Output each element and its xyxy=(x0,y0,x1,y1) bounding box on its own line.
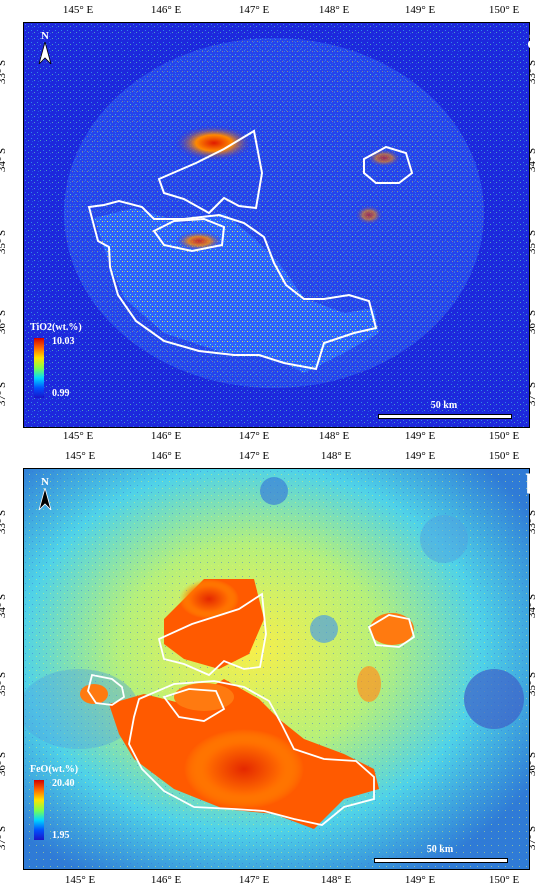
lon-tick-top: 149° E xyxy=(404,4,436,16)
lat-tick-left: 37° S xyxy=(0,382,9,407)
panel-letter-b: b xyxy=(525,468,542,501)
lon-tick-bottom: 149° E xyxy=(404,430,436,442)
lat-tick-left: 37° S xyxy=(0,826,9,851)
legend-min-value: 0.99 xyxy=(52,388,70,399)
north-arrow: N xyxy=(33,30,57,69)
lat-tick-left: 34° S xyxy=(0,594,9,619)
north-arrow-icon xyxy=(38,486,52,512)
lon-tick-top: 145° E xyxy=(64,450,96,462)
north-label: N xyxy=(41,30,49,42)
panel-letter-a: a xyxy=(527,22,542,55)
scale-bar-label: 50 km xyxy=(430,400,458,411)
legend-title: FeO(wt.%) xyxy=(30,764,79,775)
lon-tick-top: 148° E xyxy=(320,450,352,462)
feo-map-canvas xyxy=(23,468,530,870)
lon-tick-top: 150° E xyxy=(488,450,520,462)
feo-legend: FeO(wt.%) 20.40 1.95 xyxy=(30,764,79,841)
mare-boundary xyxy=(87,592,416,826)
lon-tick-top: 147° E xyxy=(238,450,270,462)
lon-tick-top: 146° E xyxy=(150,450,182,462)
tio2-raster xyxy=(24,23,529,427)
lon-tick-bottom: 147° E xyxy=(238,430,270,442)
lon-tick-bottom: 147° E xyxy=(238,874,270,886)
panel-a-tio2-map: 145° E 146° E 147° E 148° E 149° E 150° … xyxy=(0,4,542,442)
lat-tick-left: 33° S xyxy=(0,60,9,85)
legend-min-value: 1.95 xyxy=(52,830,70,841)
north-label: N xyxy=(41,476,49,488)
mare-boundary xyxy=(87,129,414,371)
legend-max-value: 10.03 xyxy=(52,336,75,347)
lat-tick-left: 36° S xyxy=(0,752,9,777)
lat-tick-left: 36° S xyxy=(0,310,9,335)
lon-tick-bottom: 145° E xyxy=(64,874,96,886)
lat-tick-left: 35° S xyxy=(0,230,9,255)
lon-tick-bottom: 146° E xyxy=(150,874,182,886)
scale-bar-line xyxy=(374,858,508,863)
lon-tick-bottom: 148° E xyxy=(320,874,352,886)
north-arrow-icon xyxy=(38,40,52,66)
lon-tick-bottom: 145° E xyxy=(62,430,94,442)
legend-color-ramp xyxy=(34,780,44,840)
lat-tick-left: 35° S xyxy=(0,672,9,697)
legend-color-ramp xyxy=(34,338,44,398)
lon-tick-top: 147° E xyxy=(238,4,270,16)
lat-tick-left: 34° S xyxy=(0,148,9,173)
tio2-legend: TiO2(wt.%) 10.03 0.99 xyxy=(30,322,82,399)
lon-tick-bottom: 146° E xyxy=(150,430,182,442)
lon-tick-top: 148° E xyxy=(318,4,350,16)
panel-b-feo-map: 145° E 146° E 147° E 148° E 149° E 150° … xyxy=(0,446,550,892)
scale-bar-line xyxy=(378,414,512,419)
lon-tick-bottom: 148° E xyxy=(318,430,350,442)
north-arrow: N xyxy=(33,476,57,515)
lon-tick-bottom: 149° E xyxy=(404,874,436,886)
lon-tick-bottom: 150° E xyxy=(488,430,520,442)
lon-tick-top: 145° E xyxy=(62,4,94,16)
lat-tick-left: 33° S xyxy=(0,510,9,535)
tio2-map-canvas xyxy=(23,22,530,428)
lon-tick-top: 150° E xyxy=(488,4,520,16)
feo-raster xyxy=(24,469,529,869)
lon-tick-bottom: 150° E xyxy=(488,874,520,886)
lon-tick-top: 149° E xyxy=(404,450,436,462)
legend-title: TiO2(wt.%) xyxy=(30,322,82,333)
legend-max-value: 20.40 xyxy=(52,778,75,789)
lon-tick-top: 146° E xyxy=(150,4,182,16)
scale-bar-label: 50 km xyxy=(426,844,454,855)
